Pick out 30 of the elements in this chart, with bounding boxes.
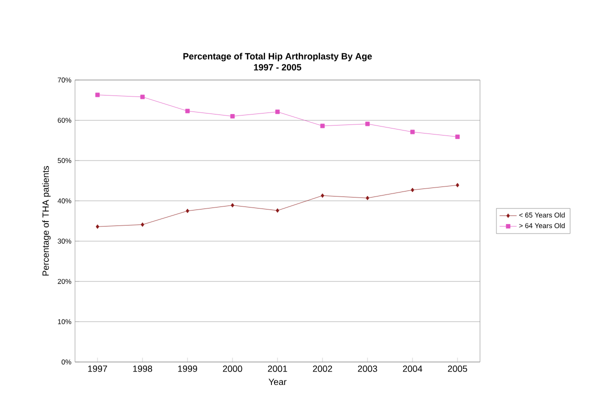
point	[320, 124, 325, 128]
x-tick-label: 1999	[178, 366, 198, 372]
point	[230, 114, 235, 118]
point	[95, 92, 100, 98]
point	[185, 108, 190, 114]
x-tick-label: 1998	[133, 366, 152, 372]
point	[140, 222, 144, 227]
x-tick-label: 2004	[402, 366, 422, 372]
point	[410, 188, 414, 192]
point	[455, 134, 460, 139]
chart-title: Percentage of Total Hip Arthroplasty By Age 1997 - 2005	[183, 52, 372, 70]
point	[186, 208, 190, 214]
point	[320, 193, 324, 198]
point	[96, 224, 100, 229]
point	[230, 203, 234, 208]
x-tick-label: 2002	[312, 366, 332, 372]
y-axis-title: Percentage of THA patients	[42, 166, 51, 276]
x-tick-label: 2000	[222, 366, 242, 372]
x-tick-label: 1997	[88, 366, 108, 372]
point	[366, 196, 370, 200]
x-tick-label: 2003	[358, 366, 378, 372]
point	[456, 182, 460, 188]
x-axis-title: Year	[268, 378, 286, 386]
point	[365, 122, 370, 126]
x-tick-label: 2001	[268, 366, 288, 372]
point	[276, 208, 280, 213]
x-tick-label: 2005	[448, 366, 468, 372]
point	[140, 94, 145, 100]
point	[410, 130, 415, 134]
point	[275, 110, 280, 114]
